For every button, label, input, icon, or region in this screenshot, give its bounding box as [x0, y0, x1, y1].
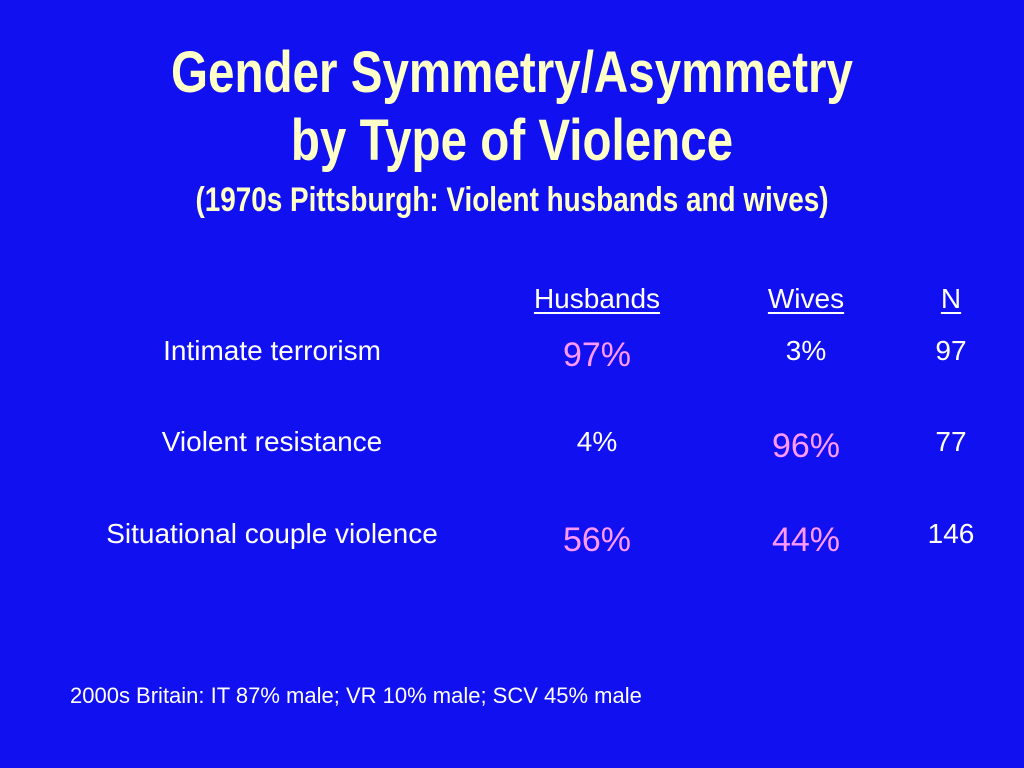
slide-subtitle: (1970s Pittsburgh: Violent husbands and … [195, 181, 829, 219]
slide-title-line-1: Gender Symmetry/Asymmetry [170, 40, 854, 105]
header-n: N [940, 283, 962, 314]
husbands-value: 4% [576, 426, 618, 457]
row-label: Intimate terrorism [163, 335, 381, 366]
slide-title-line-2: by Type of Violence [290, 108, 734, 173]
row-label: Situational couple violence [106, 518, 438, 549]
n-value: 77 [935, 426, 967, 457]
header-husbands: Husbands [533, 283, 661, 314]
footnote: 2000s Britain: IT 87% male; VR 10% male;… [70, 683, 642, 708]
n-value: 146 [927, 518, 975, 549]
wives-value: 3% [785, 335, 827, 366]
wives-value: 96% [771, 427, 841, 465]
header-wives: Wives [767, 283, 845, 314]
n-value: 97 [935, 335, 967, 366]
row-label: Violent resistance [161, 426, 383, 457]
wives-value: 44% [771, 521, 841, 559]
husbands-value: 97% [562, 336, 632, 374]
husbands-value: 56% [562, 521, 632, 559]
